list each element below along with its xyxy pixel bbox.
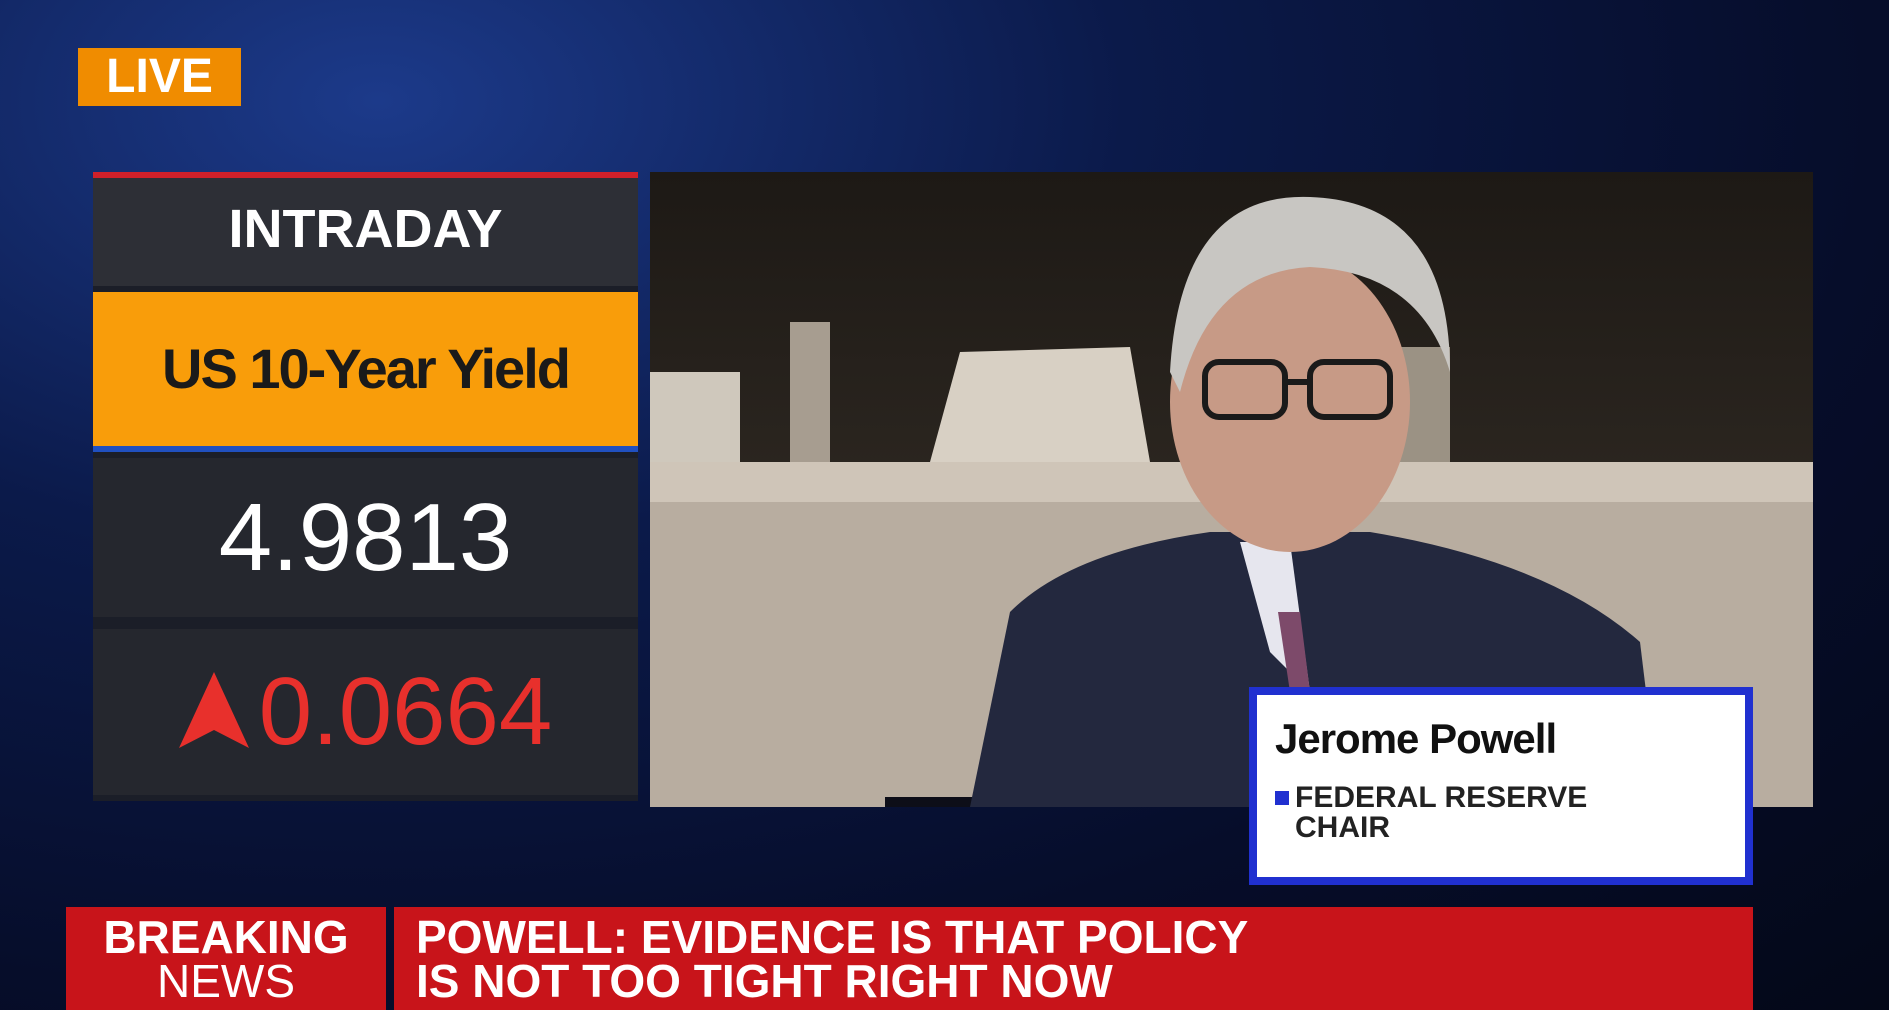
- speaker-name: Jerome Powell: [1275, 715, 1557, 762]
- live-badge: LIVE: [78, 48, 241, 106]
- change-text: 0.0664: [258, 658, 553, 765]
- instrument: US 10-Year Yield: [93, 292, 638, 452]
- speaker-title: FEDERAL RESERVE CHAIR: [1275, 783, 1727, 843]
- yield-value: 4.9813: [93, 458, 638, 617]
- headline: POWELL: EVIDENCE IS THAT POLICY IS NOT T…: [394, 907, 1753, 1010]
- lower-third: Jerome Powell FEDERAL RESERVE CHAIR: [1249, 687, 1753, 885]
- up-arrow: [178, 672, 249, 748]
- market-panel: INTRADAY US 10-Year Yield 4.9813 0.0664: [93, 172, 638, 801]
- headline-line: POWELL: EVIDENCE IS THAT POLICY: [416, 911, 1249, 963]
- title-line: FEDERAL RESERVE: [1295, 781, 1588, 814]
- breaking-label: BREAKING NEWS: [66, 907, 386, 1010]
- yield-change: 0.0664: [93, 629, 638, 795]
- title-line: CHAIR: [1295, 811, 1390, 844]
- label-line: NEWS: [157, 955, 295, 1007]
- headline-line: IS NOT TOO TIGHT RIGHT NOW: [416, 955, 1113, 1007]
- label-line: BREAKING: [103, 911, 349, 963]
- panel-header: INTRADAY: [93, 172, 638, 286]
